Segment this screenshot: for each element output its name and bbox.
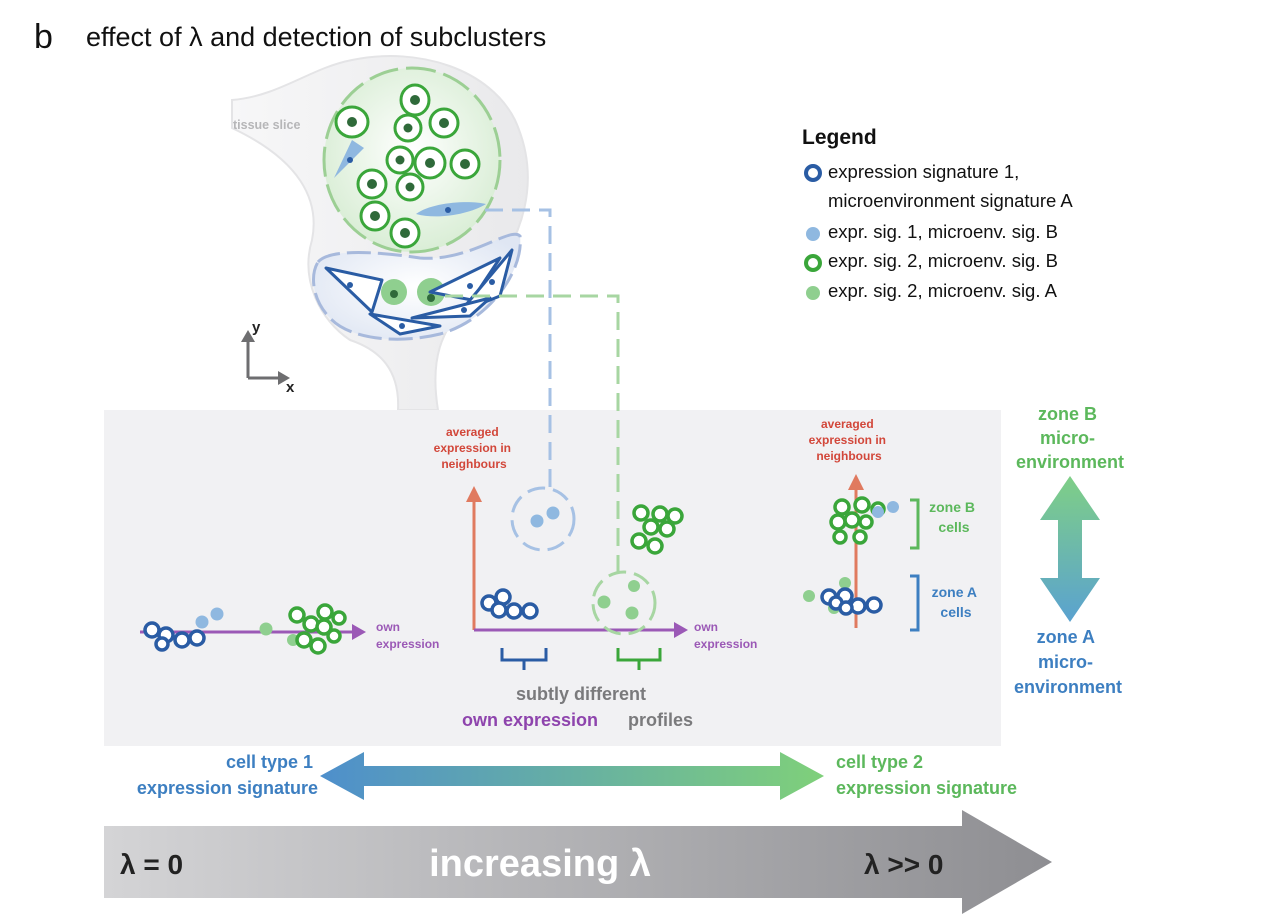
- plot-2: averaged expression in neighbours own ex…: [434, 425, 758, 730]
- cell-type-double-arrow: [320, 752, 824, 800]
- plot2-own-expression-label: own expression: [694, 620, 757, 651]
- zone-b-cells-label: zone B cells: [929, 499, 979, 535]
- subtly-different-label: subtly different: [516, 684, 646, 704]
- own-expression-phrase: own expression: [462, 710, 598, 730]
- plot1-dark-blue-cells: [143, 621, 206, 652]
- legend-item-2: expr. sig. 1, microenv. sig. B: [828, 221, 1058, 242]
- legend-marker-3: [804, 254, 822, 272]
- plot3-light-blue-cells: [872, 501, 899, 518]
- plot2-green-bracket: [616, 648, 662, 670]
- plot2-green-dashed-circle: [591, 570, 657, 636]
- dashed-connectors: [445, 208, 620, 572]
- axis-y-label: y: [252, 319, 261, 336]
- zone-a-environment-label: zone A micro- environment: [1014, 627, 1122, 697]
- zone-a-cells-label: zone A cells: [932, 584, 981, 620]
- plot2-light-green-cells: [597, 580, 640, 620]
- legend-item-4: expr. sig. 2, microenv. sig. A: [828, 280, 1058, 301]
- plot1-own-expression-label: own expression: [376, 620, 439, 651]
- zone-b-bracket: [910, 498, 920, 550]
- panel-letter: b: [34, 18, 53, 56]
- cell-type-1-label: cell type 1 expression signature: [137, 752, 318, 798]
- plot1-light-blue-cells: [195, 607, 224, 629]
- zone-a-bracket: [910, 574, 920, 632]
- plot2-dark-blue-cells: [480, 588, 539, 620]
- dark-blue-cell-nuclei: [347, 279, 495, 329]
- increasing-lambda-label: increasing λ: [429, 843, 651, 885]
- plot2-green-cells: [630, 504, 684, 555]
- tissue-axes: [241, 330, 290, 385]
- legend-item-1: expression signature 1, microenvironment…: [828, 161, 1073, 211]
- plot-3: averaged expression in neighbours zone B…: [803, 417, 981, 632]
- zone-double-arrow: [1040, 476, 1100, 622]
- legend-title: Legend: [802, 126, 877, 149]
- plot2-blue-dashed-circle: [510, 486, 576, 552]
- legend: Legend expression signature 1, microenvi…: [802, 126, 1073, 301]
- plot-1: own expression: [140, 603, 439, 655]
- legend-marker-4: [806, 286, 820, 300]
- panel-title: effect of λ and detection of subclusters: [86, 22, 546, 52]
- lambda-arrow: [104, 810, 1052, 914]
- cell-type-2-label: cell type 2 expression signature: [836, 752, 1017, 798]
- legend-marker-2: [806, 227, 820, 241]
- tissue-slice: tissue slice: [231, 55, 529, 411]
- axis-x-label: x: [286, 379, 295, 396]
- plot2-averaged-label: averaged expression in neighbours: [434, 425, 515, 471]
- plot-panel: [104, 410, 1001, 746]
- plot2-light-blue-cells: [530, 506, 560, 528]
- plot3-dark-blue-cells: [820, 587, 883, 616]
- plot2-blue-bracket: [500, 648, 548, 670]
- lambda-zero-label: λ = 0: [120, 849, 183, 880]
- legend-item-3: expr. sig. 2, microenv. sig. B: [828, 250, 1058, 271]
- plot1-green-cells: [288, 603, 347, 655]
- tissue-slice-label: tissue slice: [233, 118, 300, 132]
- plot3-averaged-label: averaged expression in neighbours: [809, 417, 890, 463]
- zone-b-environment-label: zone B micro- environment: [1016, 404, 1124, 472]
- profiles-label: profiles: [628, 710, 693, 730]
- green-cell-nuclei: [347, 95, 470, 238]
- legend-marker-1: [804, 164, 822, 182]
- light-blue-tissue-cells: [334, 140, 486, 217]
- lambda-large-label: λ >> 0: [864, 849, 943, 880]
